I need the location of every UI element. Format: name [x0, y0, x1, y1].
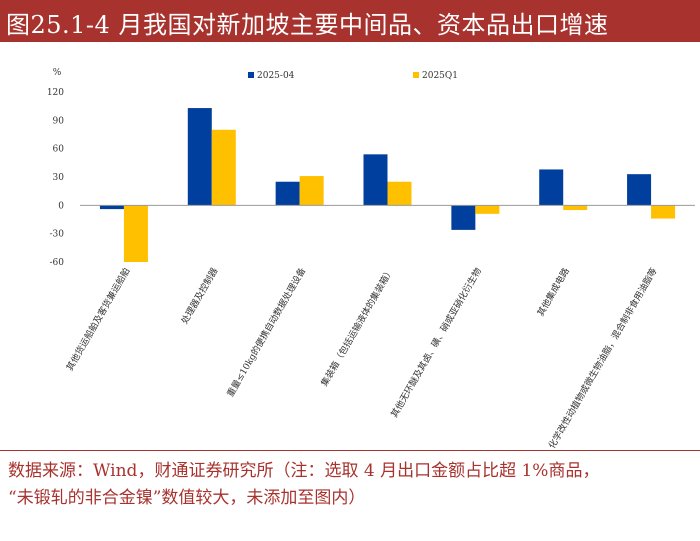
legend-swatch-1 [248, 72, 254, 78]
bar-2-7 [651, 205, 676, 219]
bar-2-2 [211, 129, 236, 206]
y-unit-label: % [53, 68, 62, 78]
bar-2-6 [563, 205, 588, 211]
x-category-label-7: 化学改性动植物或微生物油脂，混合制非食用油脂等 [546, 266, 660, 451]
bar-1-4 [363, 154, 388, 206]
bar-1-5 [451, 205, 476, 230]
y-axis: -60 -30 0 30 60 90 120 [47, 88, 64, 268]
source-line-2: “未锻轧的非合金镍”数值较大，未添加至图内） [8, 488, 366, 508]
source-line-1: 数据来源：Wind，财通证券研究所（注：选取 4 月出口金额占比超 1%商品， [8, 461, 600, 481]
y-tick-label: 0 [58, 201, 64, 211]
y-tick-label: 30 [53, 173, 65, 183]
source-divider [0, 450, 700, 451]
bar-2-3 [299, 176, 324, 206]
bar-1-2 [187, 108, 212, 206]
bar-1-6 [539, 169, 564, 206]
bars [99, 108, 676, 262]
y-tick-label: 90 [53, 116, 65, 126]
bar-1-7 [627, 174, 652, 206]
source-note: 数据来源：Wind，财通证券研究所（注：选取 4 月出口金额占比超 1%商品， … [8, 458, 698, 512]
legend-label-2: 2025Q1 [422, 71, 458, 81]
x-category-label-6: 其他集成电路 [534, 266, 571, 319]
x-category-label-1: 其他货运船舶及客货兼运船舶 [64, 266, 133, 373]
x-category-label-4: 集装箱（包括运输液体的集装箱） [318, 266, 396, 389]
x-axis-labels: 其他货运船舶及客货兼运船舶 处理器及控制器 重量≤10kg的便携自动数据处理设备 集装… [64, 266, 660, 451]
bar-2-1 [123, 205, 148, 262]
bar-1-3 [275, 181, 300, 206]
chart-title: 图25.1-4 月我国对新加坡主要中间品、资本品出口增速 [6, 11, 609, 39]
y-tick-label: 120 [47, 88, 64, 98]
bar-chart: % -60 -30 0 30 60 90 120 2025-04 2025Q1 其他货运船舶及… [47, 68, 695, 451]
legend-swatch-2 [413, 72, 419, 78]
x-category-label-3: 重量≤10kg的便携自动数据处理设备 [224, 266, 308, 399]
y-tick-label: -30 [50, 230, 65, 240]
bar-2-4 [387, 181, 412, 206]
y-tick-label: 60 [53, 145, 65, 155]
title-bar: 图25.1-4 月我国对新加坡主要中间品、资本品出口增速 [0, 0, 700, 42]
legend-label-1: 2025-04 [257, 71, 295, 81]
bar-1-1 [99, 205, 124, 210]
bar-2-5 [475, 205, 500, 214]
y-tick-label: -60 [50, 258, 65, 268]
x-category-label-2: 处理器及控制器 [178, 266, 220, 327]
legend: 2025-04 2025Q1 [248, 71, 458, 81]
x-category-label-5: 其他无环醚及其卤、磺、硝或亚硝化衍生物 [388, 266, 484, 420]
